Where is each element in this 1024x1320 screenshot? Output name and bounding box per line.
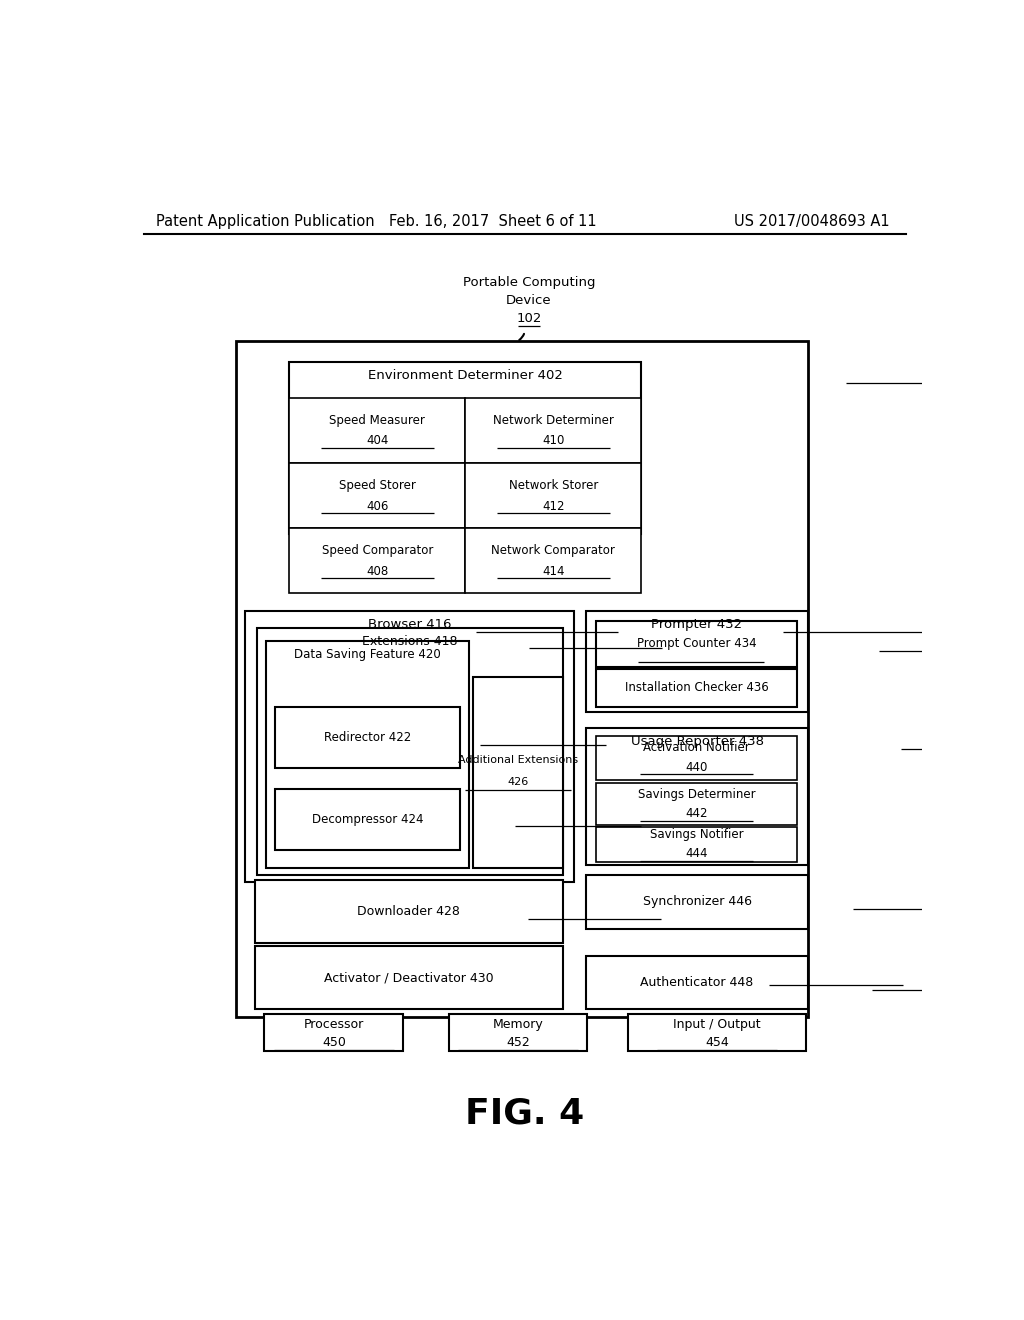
Bar [473,677,563,867]
Bar [465,399,641,463]
Bar [289,528,465,594]
Text: 406: 406 [366,499,388,512]
Text: Network Comparator: Network Comparator [492,544,615,557]
Text: Extensions 418: Extensions 418 [361,635,458,648]
Text: 444: 444 [685,847,708,861]
Text: Activator / Deactivator 430: Activator / Deactivator 430 [325,972,494,985]
Text: Speed Comparator: Speed Comparator [322,544,433,557]
Text: 440: 440 [685,760,708,774]
Text: 102: 102 [516,313,542,326]
Text: 408: 408 [366,565,388,578]
Bar [289,362,641,535]
Text: Prompter 432: Prompter 432 [651,619,742,631]
Text: Installation Checker 436: Installation Checker 436 [625,681,768,694]
Bar [257,628,563,875]
Bar [264,1014,403,1051]
Text: 450: 450 [322,1036,346,1049]
Text: Activation Notifier: Activation Notifier [643,742,750,755]
Bar [449,1014,588,1051]
Text: Processor: Processor [304,1018,365,1031]
Text: Speed Measurer: Speed Measurer [330,414,425,428]
Text: 414: 414 [542,565,564,578]
Text: Memory: Memory [493,1018,544,1031]
Text: Network Determiner: Network Determiner [493,414,613,428]
Text: 404: 404 [366,434,388,447]
Bar [465,528,641,594]
Text: Additional Extensions: Additional Extensions [458,755,579,766]
Text: FIG. 4: FIG. 4 [465,1097,585,1131]
Bar [274,788,460,850]
Text: Savings Determiner: Savings Determiner [638,788,756,801]
Text: Prompt Counter 434: Prompt Counter 434 [637,638,757,651]
Bar [586,727,808,865]
Bar [246,611,574,882]
Text: Portable Computing: Portable Computing [463,276,595,289]
Text: Savings Notifier: Savings Notifier [650,828,743,841]
Bar [586,611,808,713]
Text: Network Storer: Network Storer [509,479,598,492]
Bar [596,784,797,825]
Text: 452: 452 [506,1036,530,1049]
Text: 454: 454 [705,1036,729,1049]
Bar [274,708,460,768]
Bar [596,620,797,667]
Text: 410: 410 [542,434,564,447]
Text: Usage Reporter 438: Usage Reporter 438 [631,735,764,748]
Bar [266,642,469,867]
Text: Browser 416: Browser 416 [368,619,452,631]
Bar [289,463,465,528]
Text: US 2017/0048693 A1: US 2017/0048693 A1 [734,214,890,228]
Text: Patent Application Publication: Patent Application Publication [156,214,375,228]
Text: Authenticator 448: Authenticator 448 [640,977,754,989]
Text: Feb. 16, 2017  Sheet 6 of 11: Feb. 16, 2017 Sheet 6 of 11 [389,214,597,228]
Bar [596,828,797,862]
Bar [465,463,641,528]
Text: Synchronizer 446: Synchronizer 446 [642,895,752,908]
Text: Speed Storer: Speed Storer [339,479,416,492]
Bar [586,956,808,1008]
Text: Input / Output: Input / Output [673,1018,761,1031]
Text: Decompressor 424: Decompressor 424 [311,813,423,825]
Text: 412: 412 [542,499,564,512]
Bar [596,669,797,708]
Text: Device: Device [506,294,552,308]
Text: Data Saving Feature 420: Data Saving Feature 420 [294,648,441,661]
Bar [586,875,808,929]
Bar [255,880,563,942]
Bar [236,342,808,1018]
Bar [289,399,465,463]
Text: 442: 442 [685,807,708,820]
Text: Redirector 422: Redirector 422 [324,731,411,744]
Text: Downloader 428: Downloader 428 [357,906,461,917]
Bar [596,735,797,780]
Text: 426: 426 [508,777,528,788]
Bar [255,946,563,1008]
Text: Environment Determiner 402: Environment Determiner 402 [368,370,563,383]
Bar [628,1014,806,1051]
